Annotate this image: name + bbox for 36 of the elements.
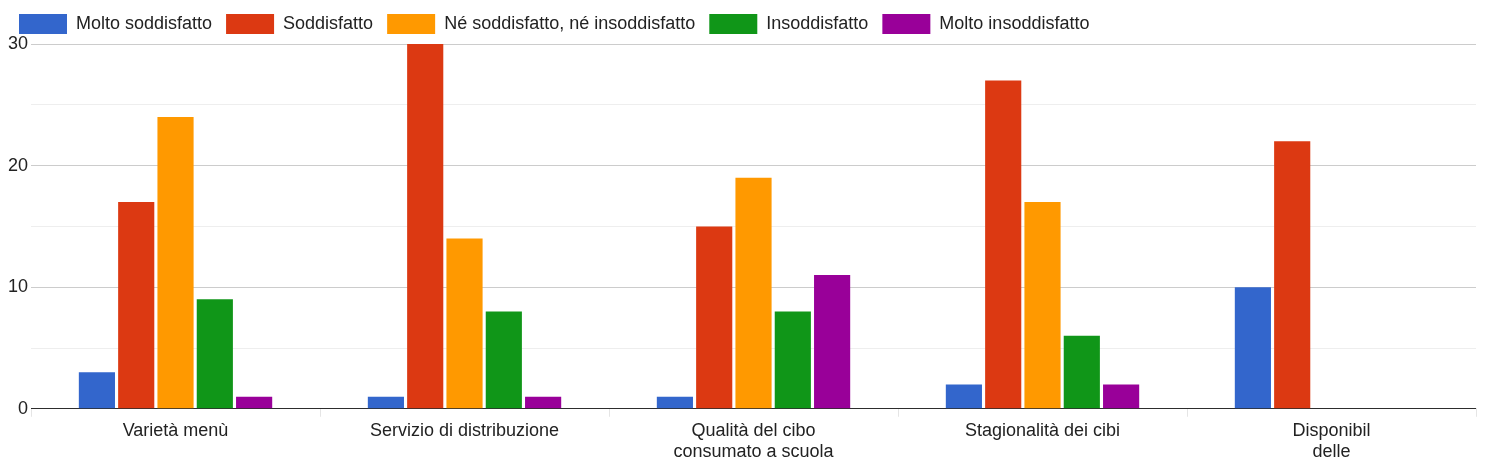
legend-label: Molto soddisfatto [76,12,213,33]
legend-label: Insoddisfatto [766,12,869,33]
bar [1024,202,1061,409]
bar [236,396,273,409]
x-tick-label: Servizio di distribuzione [369,419,560,440]
bar [1234,287,1271,409]
bar [696,226,733,409]
legend-label: Soddisfatto [283,12,374,33]
y-tick-label: 10 [7,276,29,297]
bar [157,116,194,409]
legend-label: Né soddisfatto, né insoddisfatto [444,12,696,33]
y-tick-label: 20 [7,154,29,175]
bar [985,80,1022,409]
bar [525,396,562,409]
bar [446,238,483,409]
bar [485,311,522,409]
bar [774,311,811,409]
legend-label: Molto insoddisfatto [939,12,1090,33]
bar [1274,141,1311,409]
bar [407,44,444,409]
bar [367,396,404,409]
bar [78,372,115,409]
x-tick-label: Qualità del cibo consumato a scuola [673,419,835,462]
bar [735,177,772,409]
y-tick-label: 30 [7,32,29,53]
x-tick-label: Varietà menù [122,419,229,440]
bar [1103,384,1140,409]
x-tick-label: Disponibil delle [1292,419,1371,462]
x-tick-label: Stagionalità dei cibi [964,419,1121,440]
bar [656,396,693,409]
bar [196,299,233,409]
bar [945,384,982,409]
bar [1063,335,1100,409]
bar [118,202,155,409]
y-tick-label: 0 [18,397,29,418]
bar [814,275,851,409]
